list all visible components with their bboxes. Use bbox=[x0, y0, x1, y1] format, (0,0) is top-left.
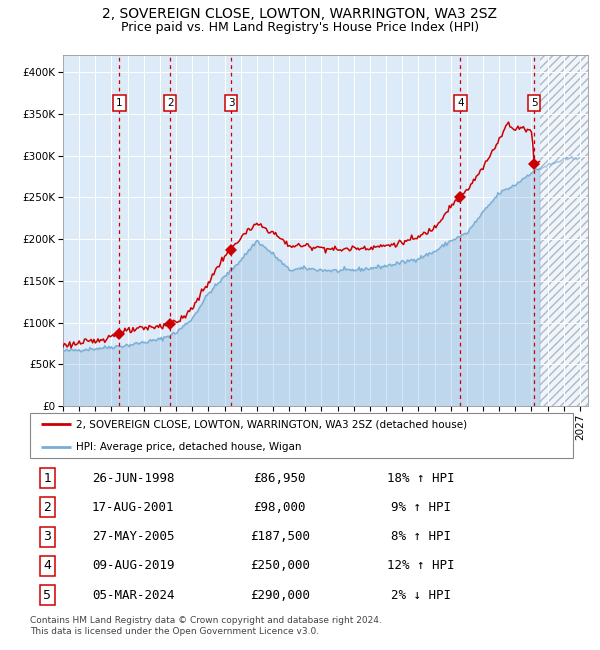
Text: 4: 4 bbox=[43, 559, 52, 573]
Text: 26-JUN-1998: 26-JUN-1998 bbox=[92, 472, 175, 485]
Text: 27-MAY-2005: 27-MAY-2005 bbox=[92, 530, 175, 543]
Text: £98,000: £98,000 bbox=[254, 500, 306, 514]
Text: 2% ↓ HPI: 2% ↓ HPI bbox=[391, 589, 451, 602]
Text: £250,000: £250,000 bbox=[250, 559, 310, 573]
Text: HPI: Average price, detached house, Wigan: HPI: Average price, detached house, Wiga… bbox=[76, 441, 302, 452]
Text: 3: 3 bbox=[228, 98, 235, 108]
Text: 8% ↑ HPI: 8% ↑ HPI bbox=[391, 530, 451, 543]
Text: 1: 1 bbox=[116, 98, 122, 108]
Text: 2: 2 bbox=[43, 500, 52, 514]
Text: 5: 5 bbox=[43, 589, 52, 602]
Text: £86,950: £86,950 bbox=[254, 472, 306, 485]
Text: 09-AUG-2019: 09-AUG-2019 bbox=[92, 559, 175, 573]
Text: Contains HM Land Registry data © Crown copyright and database right 2024.: Contains HM Land Registry data © Crown c… bbox=[30, 616, 382, 625]
Text: £187,500: £187,500 bbox=[250, 530, 310, 543]
Text: 4: 4 bbox=[457, 98, 464, 108]
Text: This data is licensed under the Open Government Licence v3.0.: This data is licensed under the Open Gov… bbox=[30, 627, 319, 636]
Text: 5: 5 bbox=[531, 98, 538, 108]
Text: Price paid vs. HM Land Registry's House Price Index (HPI): Price paid vs. HM Land Registry's House … bbox=[121, 21, 479, 34]
Bar bbox=[539, 55, 588, 406]
Text: 2: 2 bbox=[167, 98, 173, 108]
Text: 2, SOVEREIGN CLOSE, LOWTON, WARRINGTON, WA3 2SZ (detached house): 2, SOVEREIGN CLOSE, LOWTON, WARRINGTON, … bbox=[76, 419, 467, 430]
Text: 05-MAR-2024: 05-MAR-2024 bbox=[92, 589, 175, 602]
Text: 17-AUG-2001: 17-AUG-2001 bbox=[92, 500, 175, 514]
Bar bbox=[539, 55, 588, 406]
Text: 1: 1 bbox=[43, 472, 52, 485]
Text: 18% ↑ HPI: 18% ↑ HPI bbox=[387, 472, 455, 485]
Text: 3: 3 bbox=[43, 530, 52, 543]
Text: 2, SOVEREIGN CLOSE, LOWTON, WARRINGTON, WA3 2SZ: 2, SOVEREIGN CLOSE, LOWTON, WARRINGTON, … bbox=[103, 6, 497, 21]
Text: 9% ↑ HPI: 9% ↑ HPI bbox=[391, 500, 451, 514]
Text: 12% ↑ HPI: 12% ↑ HPI bbox=[387, 559, 455, 573]
Text: £290,000: £290,000 bbox=[250, 589, 310, 602]
